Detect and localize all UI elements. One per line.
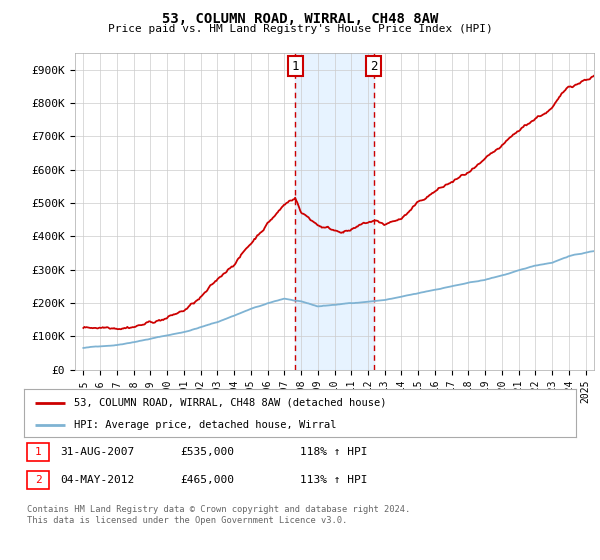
Text: 2: 2 [35, 475, 41, 485]
Text: 118% ↑ HPI: 118% ↑ HPI [300, 447, 367, 457]
Text: 113% ↑ HPI: 113% ↑ HPI [300, 475, 367, 485]
Text: 2: 2 [370, 59, 377, 73]
Text: 1: 1 [292, 59, 299, 73]
Text: Price paid vs. HM Land Registry's House Price Index (HPI): Price paid vs. HM Land Registry's House … [107, 24, 493, 34]
Text: 53, COLUMN ROAD, WIRRAL, CH48 8AW: 53, COLUMN ROAD, WIRRAL, CH48 8AW [162, 12, 438, 26]
Text: Contains HM Land Registry data © Crown copyright and database right 2024.: Contains HM Land Registry data © Crown c… [27, 505, 410, 514]
Text: 31-AUG-2007: 31-AUG-2007 [60, 447, 134, 457]
Text: 04-MAY-2012: 04-MAY-2012 [60, 475, 134, 485]
Bar [295, 53, 374, 370]
Text: 53, COLUMN ROAD, WIRRAL, CH48 8AW (detached house): 53, COLUMN ROAD, WIRRAL, CH48 8AW (detac… [74, 398, 386, 408]
Text: £465,000: £465,000 [180, 475, 234, 485]
Text: 1: 1 [35, 447, 41, 457]
Text: HPI: Average price, detached house, Wirral: HPI: Average price, detached house, Wirr… [74, 420, 336, 430]
Text: £535,000: £535,000 [180, 447, 234, 457]
Text: This data is licensed under the Open Government Licence v3.0.: This data is licensed under the Open Gov… [27, 516, 347, 525]
